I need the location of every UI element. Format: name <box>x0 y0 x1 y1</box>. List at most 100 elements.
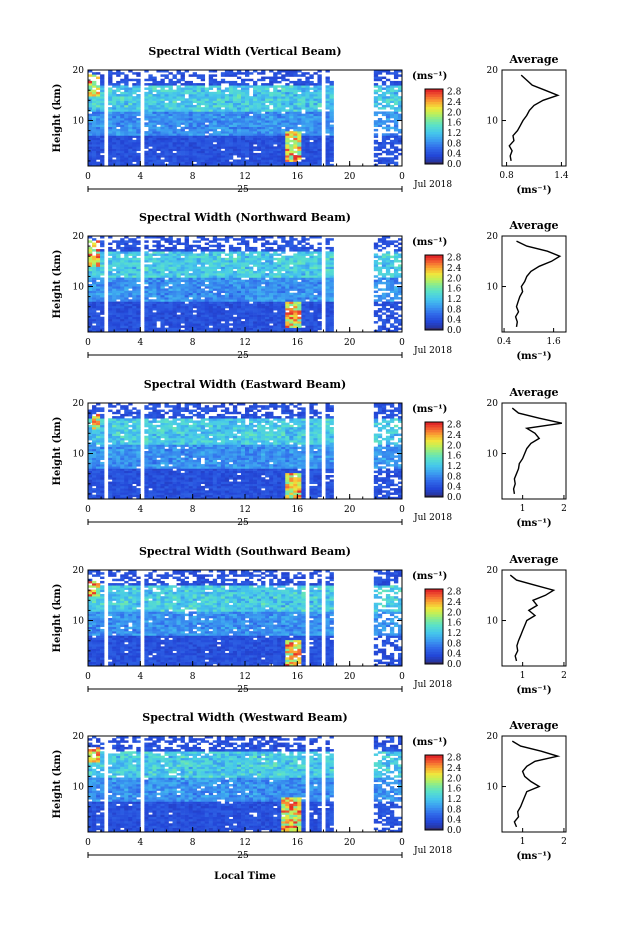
heatmap-cell <box>277 96 282 99</box>
heatmap-cell <box>208 150 214 154</box>
heatmap-cell <box>257 152 262 156</box>
heatmap-cell <box>192 107 197 110</box>
heatmap-cell <box>389 305 395 309</box>
heatmap-cell <box>313 260 318 263</box>
heatmap-cell <box>245 303 250 307</box>
heatmap-cell <box>92 284 97 287</box>
heatmap-cell <box>265 303 270 307</box>
heatmap-cell <box>180 146 185 149</box>
heatmap-cell <box>96 290 101 294</box>
avg-x-tick-label: 1.4 <box>554 171 569 181</box>
heatmap-cell <box>188 323 193 326</box>
heatmap-cell <box>196 303 202 307</box>
heatmap-cell <box>220 327 226 331</box>
heatmap-cell <box>208 323 214 326</box>
heatmap-cell <box>196 310 202 313</box>
heatmap-cell <box>293 318 298 322</box>
heatmap-cell <box>220 161 226 165</box>
heatmap-cell <box>132 126 137 130</box>
heatmap-cell <box>120 148 125 152</box>
heatmap-cell <box>220 94 226 97</box>
heatmap-cell <box>269 303 274 307</box>
heatmap-cell <box>116 152 121 156</box>
heatmap-cell <box>100 255 105 259</box>
heatmap-cell <box>192 163 197 167</box>
heatmap-cell <box>176 268 181 272</box>
heatmap-cell <box>144 268 149 272</box>
heatmap-cell <box>240 107 246 110</box>
heatmap-cell <box>381 275 387 278</box>
heatmap-cell <box>265 260 270 263</box>
heatmap-cell <box>236 91 242 95</box>
heatmap-cell <box>148 292 153 296</box>
heatmap-cell <box>253 161 258 165</box>
heatmap-cell <box>88 301 93 304</box>
heatmap-cell <box>377 78 383 82</box>
heatmap-cell <box>108 135 113 138</box>
heatmap-cell <box>293 249 298 252</box>
heatmap-cell <box>160 266 165 270</box>
heatmap-cell <box>212 321 218 324</box>
heatmap-cell <box>285 157 290 160</box>
heatmap-cell <box>92 104 97 108</box>
heatmap-cell <box>305 128 310 132</box>
heatmap-cell <box>269 260 274 263</box>
heatmap-cell <box>204 87 210 90</box>
heatmap-cell <box>228 91 234 95</box>
heatmap-cell <box>309 135 314 138</box>
heatmap-cell <box>265 155 270 158</box>
heatmap-cell <box>220 297 226 300</box>
heatmap-cell <box>152 270 157 274</box>
heatmap-cell <box>164 102 169 106</box>
heatmap-cell <box>188 102 193 106</box>
heatmap-cell <box>373 128 379 132</box>
heatmap-cell <box>232 115 238 119</box>
heatmap-cell <box>204 266 210 270</box>
heatmap-cell <box>281 251 286 254</box>
heatmap-cell <box>389 72 395 75</box>
heatmap-cell <box>261 163 266 167</box>
heatmap-cell <box>265 133 270 136</box>
heatmap-cell <box>236 96 242 99</box>
heatmap-cell <box>144 303 149 307</box>
heatmap-cell <box>232 109 238 112</box>
heatmap-cell <box>160 128 165 132</box>
heatmap-cell <box>317 327 322 331</box>
heatmap-cell <box>265 122 270 125</box>
heatmap-cell <box>148 327 153 331</box>
heatmap-cell <box>329 146 334 149</box>
heatmap-cell <box>168 142 173 145</box>
heatmap-cell <box>289 124 294 128</box>
heatmap-cell <box>144 297 149 300</box>
heatmap-cell <box>257 277 262 280</box>
heatmap-cell <box>172 94 177 97</box>
heatmap-cell <box>172 290 177 294</box>
heatmap-cell <box>156 120 161 123</box>
heatmap-cell <box>381 80 387 84</box>
heatmap-cell <box>228 109 234 112</box>
heatmap-cell <box>164 137 169 141</box>
heatmap-cell <box>108 150 113 154</box>
heatmap-cell <box>100 329 105 333</box>
heatmap-cell <box>257 115 262 119</box>
heatmap-cell <box>184 89 189 93</box>
heatmap-cell <box>136 159 141 162</box>
heatmap-cell <box>232 299 238 302</box>
heatmap-cell <box>120 238 125 241</box>
heatmap-cell <box>309 74 314 77</box>
heatmap-cell <box>224 100 230 104</box>
heatmap-cell <box>261 275 266 278</box>
heatmap-cell <box>249 85 254 88</box>
heatmap-cell <box>313 139 318 143</box>
heatmap-cell <box>297 292 302 296</box>
heatmap-cell <box>128 150 133 154</box>
heatmap-cell <box>389 161 395 165</box>
heatmap-cell <box>180 305 185 309</box>
heatmap-cell <box>389 284 395 287</box>
heatmap-cell <box>285 318 290 322</box>
heatmap-cell <box>257 144 262 147</box>
heatmap-cell <box>156 94 161 97</box>
heatmap-cell <box>309 273 314 276</box>
heatmap-cell <box>261 148 266 152</box>
heatmap-cell <box>293 281 298 285</box>
